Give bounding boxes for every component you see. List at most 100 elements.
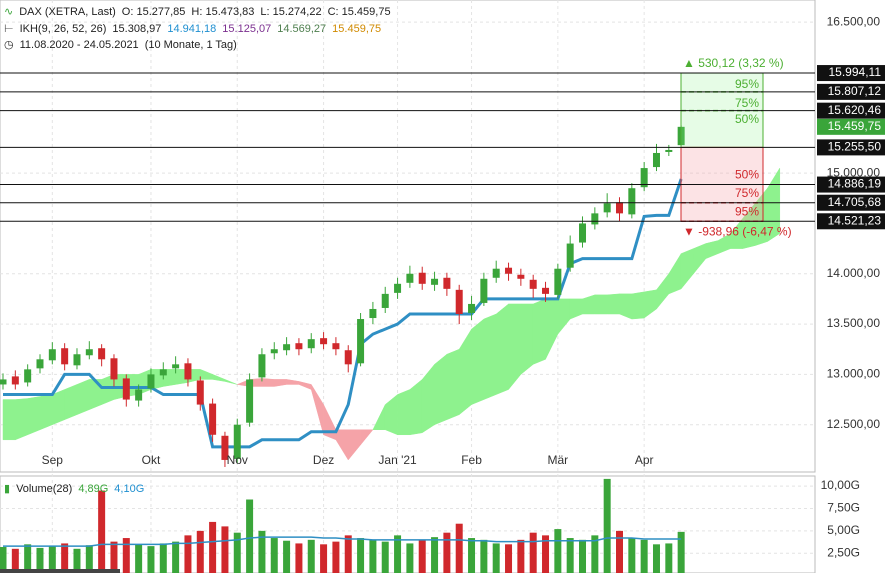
target-percent: 75% — [735, 96, 759, 110]
volume-bar — [270, 538, 278, 573]
candle-body — [135, 389, 143, 401]
volume-bar — [0, 547, 7, 573]
volume-bar — [505, 544, 513, 573]
volume-bar — [591, 535, 599, 573]
level-tag — [817, 118, 885, 135]
volume-bar — [209, 521, 217, 573]
volume-bar — [332, 541, 340, 573]
cloud-segment — [508, 303, 522, 391]
y-tick-label: 12.500,00 — [827, 417, 881, 431]
volume-bar — [98, 490, 106, 573]
candle-body — [591, 213, 599, 225]
volume-bar — [85, 545, 93, 573]
candle-body — [258, 354, 266, 378]
header-text: L: 15.274,22 — [260, 6, 322, 18]
y-tick-label: 16.500,00 — [827, 14, 881, 28]
candle-body — [455, 289, 463, 315]
volume-bar — [640, 539, 648, 573]
candle-body — [628, 188, 636, 215]
volume-bar — [542, 535, 550, 573]
header-text: IKH(9, 26, 52, 26) — [19, 23, 107, 35]
candle-body — [283, 344, 291, 351]
candle-body — [270, 349, 278, 354]
cloud-segment — [261, 378, 275, 387]
target-percent: 50% — [735, 112, 759, 126]
level-label: 15.255,50 — [828, 140, 882, 154]
volume-bar — [122, 538, 130, 573]
volume-bar — [11, 548, 19, 573]
volume-bar — [443, 532, 451, 573]
level-tag — [817, 83, 885, 100]
volume-bar — [73, 548, 81, 573]
candle-body — [542, 287, 550, 294]
volume-bar — [628, 538, 636, 573]
volume-bar — [566, 538, 574, 573]
volume-bar — [455, 523, 463, 573]
candle-body — [98, 348, 106, 360]
cloud-segment — [224, 379, 238, 385]
candle-body — [320, 338, 328, 345]
volume-bar — [320, 544, 328, 573]
volume-bar — [554, 529, 562, 573]
cloud-segment — [594, 294, 608, 315]
cloud-segment — [767, 167, 781, 243]
candle-body — [418, 272, 426, 284]
cloud-segment — [532, 298, 546, 365]
cloud-segment — [64, 384, 78, 421]
candle-body — [554, 268, 562, 295]
cloud-segment — [520, 303, 534, 375]
level-tag — [817, 176, 885, 193]
candle-body — [652, 152, 660, 168]
level-label: 15.807,12 — [828, 84, 882, 98]
candle-body — [209, 403, 217, 435]
candle-body — [246, 379, 254, 423]
level-tag — [817, 139, 885, 156]
header-text: C: 15.459,75 — [327, 6, 391, 18]
cloud-segment — [27, 396, 41, 436]
level-label: 15.459,75 — [828, 119, 882, 133]
candle-body — [184, 363, 192, 380]
volume-bar — [24, 544, 32, 573]
volume-bar — [61, 543, 69, 573]
scrollbar[interactable] — [0, 569, 120, 573]
candle-body — [122, 378, 130, 400]
level-tag — [817, 194, 885, 211]
target-percent: 50% — [735, 168, 759, 182]
cloud-segment — [631, 291, 645, 320]
volume-bar — [295, 543, 303, 573]
target-down-label: ▼ -938,96 (-6,47 %) — [683, 224, 792, 238]
volume-title: Volume(28) — [16, 483, 73, 495]
volume-bar — [431, 537, 439, 573]
volume-bar — [677, 531, 685, 573]
candle-body — [431, 278, 439, 285]
volume-bar — [394, 535, 402, 573]
candle-body — [505, 267, 513, 274]
level-tag — [817, 213, 885, 230]
candle-body — [73, 354, 81, 366]
cloud-segment — [397, 389, 411, 436]
volume-bar — [381, 541, 389, 573]
candle-body — [443, 277, 451, 289]
candle-body — [48, 349, 56, 361]
candle-body — [295, 343, 303, 350]
volume-bar — [307, 539, 315, 573]
cloud-segment — [409, 378, 423, 436]
candle-body — [529, 279, 537, 289]
volume-bar — [135, 544, 143, 573]
header-text: DAX (XETRA, Last) — [19, 6, 116, 18]
volume-bar — [418, 539, 426, 573]
cloud-segment — [606, 293, 620, 315]
volume-avg-line — [3, 536, 682, 547]
cloud-segment — [495, 303, 509, 395]
candle-body — [566, 243, 574, 268]
indicator-header: ⊢ IKH(9, 26, 52, 26) 15.308,97 14.941,18 15.… — [4, 23, 382, 35]
candle-body — [406, 273, 414, 283]
candle-body — [468, 303, 476, 313]
candle-body — [11, 376, 19, 385]
candle-body — [147, 374, 155, 389]
kijun-line — [3, 178, 683, 449]
candle-body — [616, 202, 623, 214]
volume-bar — [480, 539, 488, 573]
volume-bar — [196, 530, 204, 573]
